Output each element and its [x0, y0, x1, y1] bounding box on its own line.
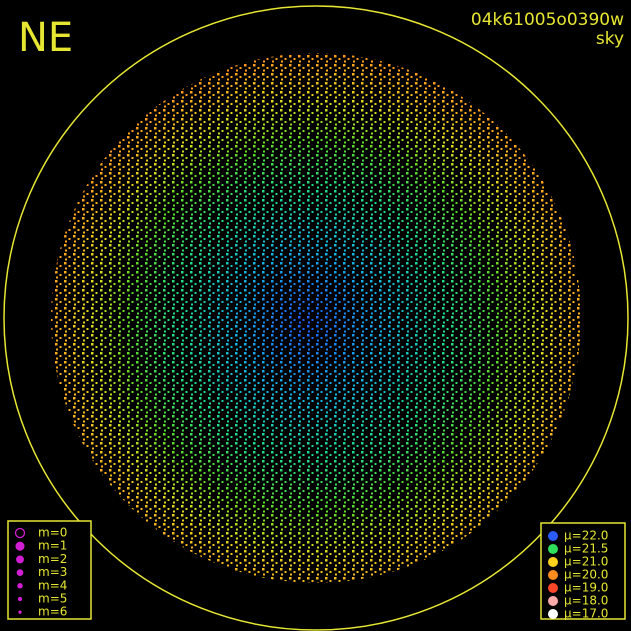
star-field [40, 20, 600, 620]
brightness-marker [548, 609, 558, 619]
magnitude-label: m=4 [38, 578, 67, 592]
brightness-marker [548, 531, 558, 541]
magnitude-label: m=5 [38, 592, 67, 606]
subtitle: sky [596, 29, 624, 49]
magnitude-marker [15, 541, 25, 551]
brightness-label: μ=19.0 [564, 581, 608, 595]
direction-label: NE [18, 15, 73, 61]
brightness-label: μ=21.5 [564, 542, 608, 556]
brightness-label: μ=20.0 [564, 568, 608, 582]
brightness-marker [548, 570, 558, 580]
brightness-marker [548, 557, 558, 567]
brightness-marker [548, 596, 558, 606]
horizon-circle [3, 5, 629, 631]
magnitude-label: m=0 [38, 526, 67, 540]
magnitude-marker [16, 555, 24, 564]
magnitude-label: m=1 [38, 539, 67, 553]
magnitude-marker [18, 610, 22, 614]
brightness-label: μ=18.0 [564, 594, 608, 608]
magnitude-marker [14, 527, 26, 539]
brightness-marker [548, 583, 558, 593]
brightness-label: μ=17.0 [564, 607, 608, 621]
magnitude-label: m=3 [38, 565, 67, 579]
magnitude-marker [16, 569, 24, 576]
brightness-label: μ=21.0 [564, 555, 608, 569]
magnitude-label: m=6 [38, 605, 67, 619]
magnitude-label: m=2 [38, 552, 67, 566]
magnitude-marker [17, 583, 23, 589]
brightness-label: μ=22.0 [564, 529, 608, 543]
image-id: 04k61005o0390w [471, 10, 624, 30]
brightness-marker [548, 544, 558, 554]
magnitude-marker [17, 596, 23, 602]
